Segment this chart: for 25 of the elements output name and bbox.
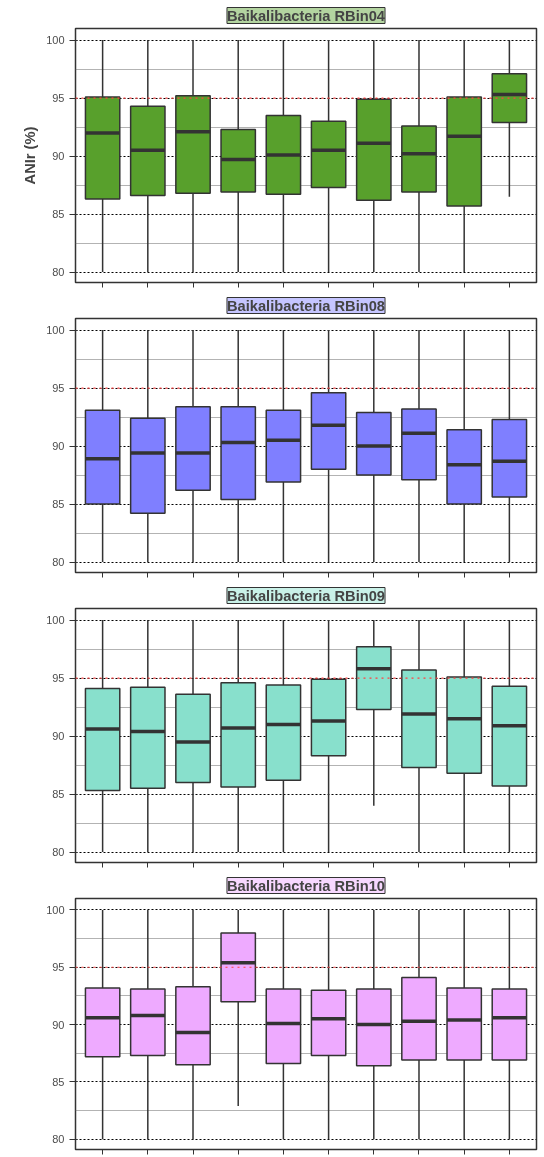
y-tick-label: 80 xyxy=(52,1133,65,1146)
y-tick-label: 85 xyxy=(52,498,65,511)
y-tick-label: 100 xyxy=(46,324,65,337)
y-tick-label: 80 xyxy=(52,846,65,859)
chart-title: Baikalibacteria RBin10 xyxy=(226,877,386,894)
y-tick-label: 80 xyxy=(52,266,65,279)
chart-title: Baikalibacteria RBin09 xyxy=(226,587,386,604)
chart-title: Baikalibacteria RBin08 xyxy=(226,297,386,314)
y-tick-label: 100 xyxy=(46,614,65,627)
y-tick-label: 90 xyxy=(52,730,65,743)
y-tick-label: 100 xyxy=(46,34,65,47)
chart-title: Baikalibacteria RBin04 xyxy=(226,7,386,24)
y-tick-label: 85 xyxy=(52,208,65,221)
y-tick-label: 100 xyxy=(46,903,65,916)
y-tick-label: 80 xyxy=(52,556,65,569)
y-tick-label: 90 xyxy=(52,1018,65,1031)
y-tick-label: 95 xyxy=(52,672,65,685)
y-tick-label: 90 xyxy=(52,440,65,453)
y-axis-title: ANIr (%) xyxy=(22,126,39,185)
y-tick-label: 95 xyxy=(52,382,65,395)
y-tick-label: 90 xyxy=(52,150,65,163)
y-tick-label: 85 xyxy=(52,1075,65,1088)
y-tick-label: 95 xyxy=(52,961,65,974)
y-tick-label: 95 xyxy=(52,92,65,105)
y-tick-label: 85 xyxy=(52,788,65,801)
